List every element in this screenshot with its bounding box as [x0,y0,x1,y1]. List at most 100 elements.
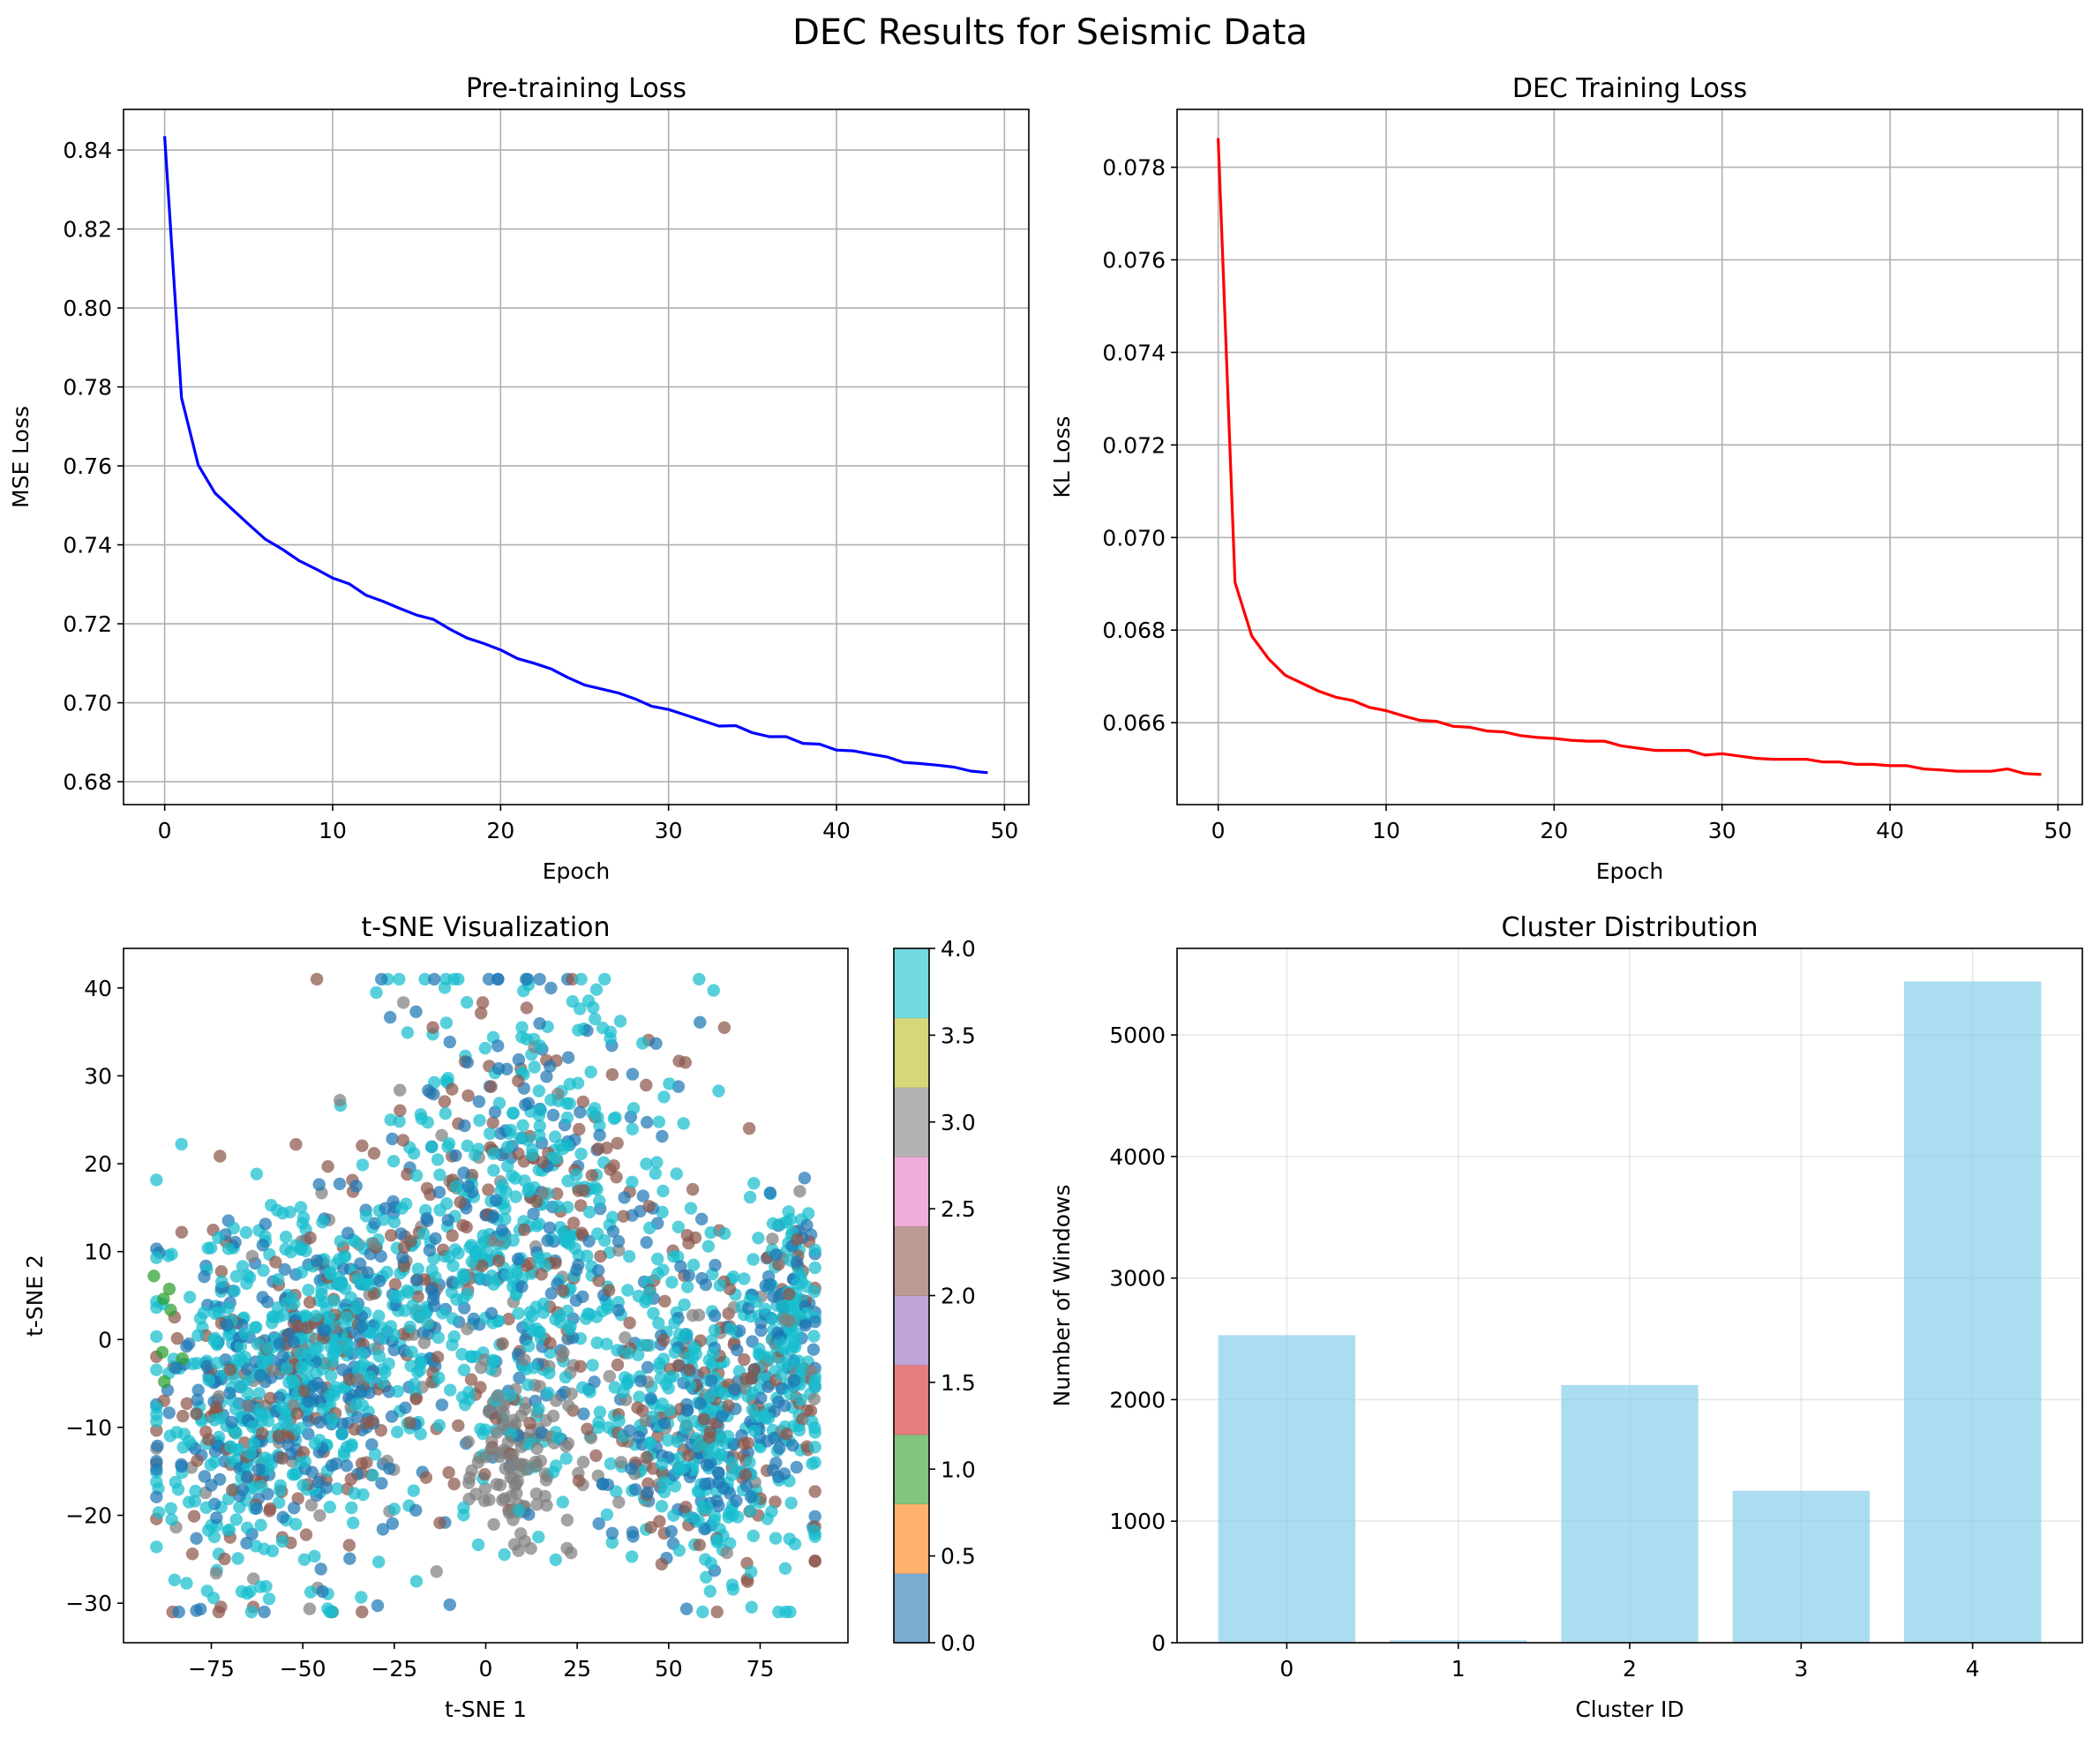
scatter-point-cluster-4 [241,1521,254,1535]
scatter-point-cluster-0 [522,1508,536,1521]
scatter-point-cluster-2 [491,1254,506,1268]
scatter-point-cluster-2 [556,1284,570,1298]
scatter-point-cluster-4 [439,1106,452,1120]
scatter-point-cluster-2 [442,1465,455,1480]
scatter-point-cluster-4 [349,1397,363,1411]
scatter-point-cluster-4 [592,1416,605,1429]
scatter-point-cluster-4 [340,1311,354,1324]
scatter-point-cluster-4 [201,1241,214,1255]
scatter-point-cluster-4 [238,1327,251,1340]
scatter-point-cluster-4 [807,1285,821,1299]
scatter-point-cluster-4 [247,1437,261,1451]
scatter-point-cluster-4 [626,1102,641,1115]
scatter-point-cluster-2 [544,1337,557,1350]
y-tick-label: 0.80 [63,296,112,321]
scatter-point-cluster-1 [147,1270,161,1283]
scatter-point-cluster-4 [256,1356,269,1369]
scatter-point-cluster-4 [572,1023,585,1037]
scatter-point-cluster-0 [211,1439,225,1453]
scatter-point-cluster-4 [782,1358,795,1371]
scatter-point-cluster-4 [542,1386,555,1400]
scatter-point-cluster-0 [808,1315,821,1329]
y-tick-label: 30 [84,1063,112,1089]
distribution-title: Cluster Distribution [1501,912,1758,943]
scatter-point-cluster-4 [206,1592,221,1605]
scatter-point-cluster-4 [743,1190,757,1204]
scatter-point-cluster-2 [603,1284,616,1297]
y-tick-label: 0.078 [1102,155,1166,181]
scatter-point-cluster-4 [376,1376,390,1390]
scatter-point-cluster-4 [464,1239,478,1252]
scatter-point-cluster-4 [326,1412,339,1426]
scatter-point-cluster-4 [487,1147,500,1160]
scatter-point-cluster-4 [413,1311,426,1324]
scatter-point-cluster-3 [484,1442,498,1456]
scatter-point-cluster-3 [540,1499,553,1512]
scatter-point-cluster-0 [625,1462,638,1475]
scatter-point-cluster-0 [236,1483,250,1496]
scatter-point-cluster-2 [476,996,490,1009]
scatter-point-cluster-4 [486,1353,500,1367]
scatter-point-cluster-2 [356,1139,369,1152]
scatter-point-cluster-4 [784,1388,797,1401]
scatter-point-cluster-0 [656,1129,669,1143]
scatter-point-cluster-4 [792,1265,806,1278]
scatter-point-cluster-4 [193,1312,207,1325]
scatter-point-cluster-4 [748,1424,761,1438]
scatter-point-cluster-4 [150,1414,163,1428]
colorbar-segment [894,1017,929,1088]
scatter-point-cluster-4 [560,1111,574,1125]
scatter-point-cluster-4 [165,1247,178,1261]
scatter-point-cluster-0 [705,1375,718,1388]
scatter-point-cluster-4 [708,1514,721,1527]
scatter-point-cluster-4 [600,1337,613,1351]
scatter-point-cluster-4 [808,1261,821,1275]
pretraining-title: Pre-training Loss [466,73,686,104]
scatter-point-cluster-3 [245,1249,259,1263]
scatter-point-cluster-0 [311,1475,325,1489]
scatter-point-cluster-4 [561,1138,574,1152]
scatter-point-cluster-0 [790,1460,803,1474]
scatter-point-cluster-2 [496,1337,509,1351]
scatter-point-cluster-3 [497,1405,510,1420]
scatter-point-cluster-4 [259,1451,272,1465]
scatter-point-cluster-4 [457,1509,470,1522]
scatter-point-cluster-2 [388,1277,402,1291]
scatter-point-cluster-4 [549,1130,562,1143]
scatter-point-cluster-2 [655,1557,669,1571]
scatter-point-cluster-4 [409,1575,424,1588]
scatter-point-cluster-4 [655,1500,669,1513]
scatter-point-cluster-4 [746,1529,760,1543]
scatter-point-cluster-0 [768,1431,781,1445]
scatter-point-cluster-2 [722,1399,735,1412]
dec-grid [1177,109,2082,805]
scatter-point-cluster-4 [150,1330,163,1344]
scatter-point-cluster-4 [664,1370,677,1384]
scatter-point-cluster-4 [657,1090,671,1104]
scatter-point-cluster-3 [639,1414,652,1427]
scatter-point-cluster-4 [604,1457,618,1471]
scatter-point-cluster-4 [189,1484,202,1498]
scatter-point-cluster-4 [752,1347,766,1361]
scatter-point-cluster-4 [325,1369,338,1382]
scatter-point-cluster-0 [432,1186,446,1199]
scatter-point-cluster-4 [440,1197,454,1210]
scatter-point-cluster-0 [641,1486,655,1499]
scatter-point-cluster-0 [543,1221,557,1234]
scatter-point-cluster-2 [683,1363,696,1376]
scatter-point-cluster-3 [394,1083,407,1097]
scatter-point-cluster-0 [302,1395,315,1408]
scatter-point-cluster-4 [807,1330,821,1343]
scatter-point-cluster-4 [295,1241,309,1255]
scatter-point-cluster-4 [478,1041,492,1055]
scatter-point-cluster-4 [600,1508,614,1522]
scatter-point-cluster-3 [560,1513,574,1527]
scatter-point-cluster-4 [171,1483,185,1496]
scatter-point-cluster-2 [275,1451,289,1465]
colorbar-segment [894,1087,929,1157]
scatter-point-cluster-2 [742,1121,756,1135]
scatter-point-cluster-4 [460,996,474,1009]
scatter-point-cluster-4 [581,994,596,1008]
scatter-point-cluster-4 [405,1345,418,1359]
y-tick-label: 0.76 [63,453,112,479]
